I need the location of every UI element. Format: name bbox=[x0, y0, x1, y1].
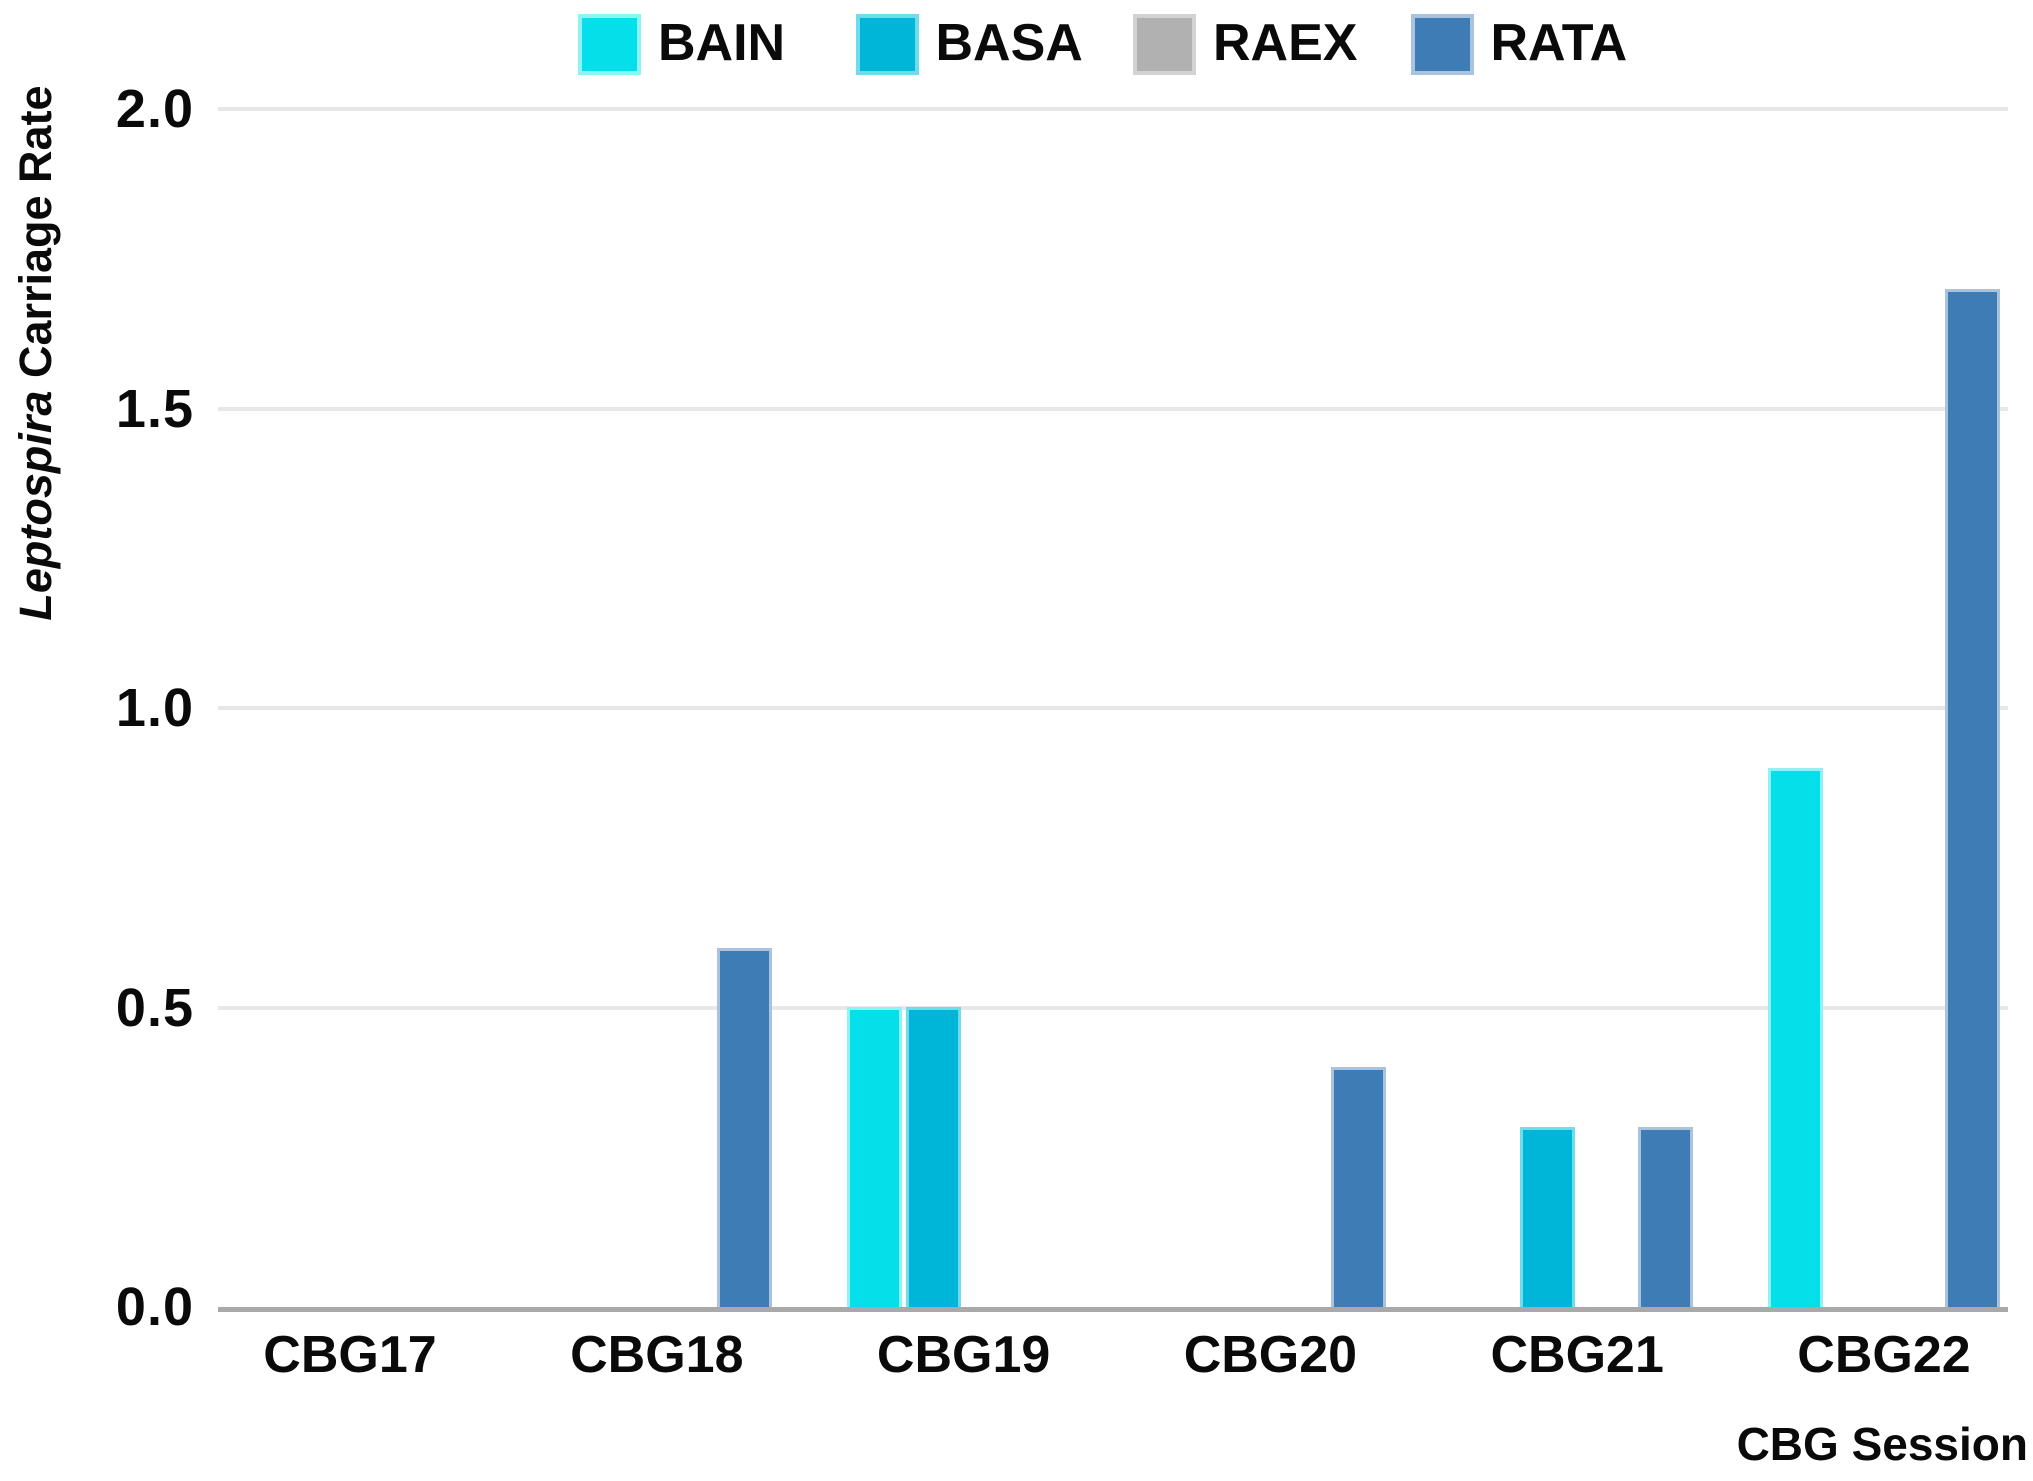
x-tick-cbg21: CBG21 bbox=[1490, 1326, 1664, 1384]
bar-rata-cbg18 bbox=[717, 948, 773, 1307]
legend-swatch-basa bbox=[855, 13, 919, 75]
y-tick-1.0: 1.0 bbox=[115, 678, 194, 738]
x-axis-title: CBG Session bbox=[1736, 1418, 2028, 1470]
legend-item-bain: BAIN bbox=[578, 8, 785, 78]
bar-basa-cbg21 bbox=[1519, 1127, 1575, 1307]
x-axis-line bbox=[218, 1307, 2008, 1312]
legend-label-raex: RAEX bbox=[1213, 14, 1358, 72]
legend-swatch-raex bbox=[1133, 13, 1196, 75]
x-tick-cbg19: CBG19 bbox=[876, 1326, 1051, 1384]
gridline-1.0 bbox=[218, 706, 2008, 710]
bar-rata-cbg20 bbox=[1330, 1067, 1386, 1307]
legend-label-bain: BAIN bbox=[658, 14, 786, 72]
gridline-0.5 bbox=[218, 1005, 2008, 1010]
legend-swatch-bain bbox=[578, 13, 641, 75]
bar-bain-cbg19 bbox=[847, 1007, 903, 1307]
legend-item-basa: BASA bbox=[855, 8, 1083, 78]
x-tick-cbg18: CBG18 bbox=[570, 1326, 744, 1384]
y-tick-0.0: 0.0 bbox=[115, 1277, 194, 1337]
bar-rata-cbg22 bbox=[1944, 289, 2000, 1307]
y-tick-1.5: 1.5 bbox=[115, 378, 194, 439]
gridline-1.5 bbox=[218, 406, 2008, 411]
legend-swatch-rata bbox=[1410, 13, 1474, 75]
bar-rata-cbg21 bbox=[1637, 1127, 1693, 1307]
plot-area bbox=[218, 107, 2008, 1312]
x-tick-cbg22: CBG22 bbox=[1797, 1326, 1971, 1384]
legend-item-rata: RATA bbox=[1410, 8, 1628, 78]
bar-bain-cbg22 bbox=[1767, 768, 1823, 1307]
legend-label-rata: RATA bbox=[1490, 14, 1628, 72]
x-tick-cbg17: CBG17 bbox=[263, 1326, 437, 1384]
legend-label-basa: BASA bbox=[935, 14, 1083, 72]
gridline-2.0 bbox=[218, 107, 2008, 111]
y-tick-0.5: 0.5 bbox=[115, 977, 194, 1038]
y-tick-2.0: 2.0 bbox=[115, 79, 194, 139]
x-tick-cbg20: CBG20 bbox=[1183, 1326, 1358, 1384]
y-axis-title: Leptospira Carriage Rate bbox=[10, 83, 61, 623]
bar-basa-cbg19 bbox=[906, 1007, 962, 1307]
legend-item-raex: RAEX bbox=[1133, 8, 1357, 78]
